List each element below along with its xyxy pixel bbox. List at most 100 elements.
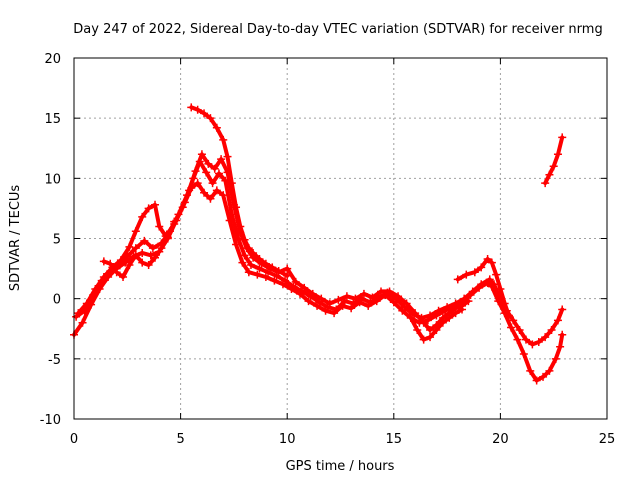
data-point-marker xyxy=(470,268,479,277)
data-point-marker xyxy=(413,325,422,334)
data-point-marker xyxy=(558,133,567,142)
data-point-marker xyxy=(151,200,160,209)
data-point-marker xyxy=(347,304,356,313)
data-point-marker xyxy=(549,162,558,171)
data-point-marker xyxy=(219,191,228,200)
x-tick-label: 0 xyxy=(70,432,78,447)
data-point-marker xyxy=(289,282,298,291)
data-point-marker xyxy=(249,248,258,257)
data-point-marker xyxy=(443,303,452,312)
y-tick-label: 20 xyxy=(44,52,61,67)
data-point-marker xyxy=(244,268,253,277)
data-point-marker xyxy=(227,179,236,188)
y-tick-label: 5 xyxy=(53,233,61,248)
data-point-marker xyxy=(131,244,140,253)
data-point-marker xyxy=(131,251,140,260)
data-point-marker xyxy=(411,309,420,318)
data-point-marker xyxy=(283,264,292,273)
data-point-marker xyxy=(521,335,530,344)
data-point-marker xyxy=(308,289,317,298)
data-point-marker xyxy=(138,212,147,221)
data-point-marker xyxy=(244,244,253,253)
data-point-marker xyxy=(394,292,403,301)
data-point-marker xyxy=(74,309,83,318)
data-point-marker xyxy=(504,311,513,320)
data-point-marker xyxy=(539,372,548,381)
data-point-marker xyxy=(125,242,134,251)
data-point-marker xyxy=(556,342,565,351)
data-point-marker xyxy=(300,283,309,292)
data-point-marker xyxy=(119,273,128,282)
data-point-marker xyxy=(291,277,300,286)
data-point-marker xyxy=(477,263,486,272)
data-point-marker xyxy=(232,203,241,212)
data-point-marker xyxy=(240,251,249,260)
data-point-marker xyxy=(558,305,567,314)
data-point-marker xyxy=(193,179,202,188)
data-point-marker xyxy=(451,309,460,318)
data-point-marker xyxy=(334,295,343,304)
data-point-marker xyxy=(513,335,522,344)
data-point-marker xyxy=(246,260,255,269)
data-point-marker xyxy=(82,299,91,308)
data-point-marker xyxy=(255,264,264,273)
data-point-marker xyxy=(377,287,386,296)
data-point-marker xyxy=(274,266,283,275)
data-point-marker xyxy=(187,103,196,112)
data-point-marker xyxy=(541,179,550,188)
data-point-marker xyxy=(217,155,226,164)
data-point-marker xyxy=(445,313,454,322)
data-point-marker xyxy=(185,186,194,195)
data-point-marker xyxy=(342,292,351,301)
data-point-marker xyxy=(219,135,228,144)
data-point-marker xyxy=(317,294,326,303)
data-point-marker xyxy=(460,294,469,303)
data-point-marker xyxy=(366,298,375,307)
data-point-marker xyxy=(214,169,223,178)
data-point-marker xyxy=(368,293,377,302)
data-point-marker xyxy=(240,235,249,244)
data-point-marker xyxy=(519,350,528,359)
series-line-track-h xyxy=(543,135,565,186)
y-tick-label: -5 xyxy=(48,353,61,368)
data-point-marker xyxy=(261,273,270,282)
data-point-marker xyxy=(197,150,206,159)
data-point-marker xyxy=(496,285,505,294)
data-point-marker xyxy=(402,299,411,308)
data-point-marker xyxy=(464,297,473,306)
data-point-marker xyxy=(426,311,435,320)
data-point-marker xyxy=(253,270,262,279)
data-point-marker xyxy=(526,366,535,375)
data-point-marker xyxy=(453,275,462,284)
data-point-marker xyxy=(541,333,550,342)
y-tick-label: -10 xyxy=(40,413,61,428)
data-point-marker xyxy=(468,287,477,296)
data-point-marker xyxy=(483,254,492,263)
data-point-marker xyxy=(359,289,368,298)
data-point-marker xyxy=(99,257,108,266)
data-point-marker xyxy=(509,316,518,325)
x-tick-label: 10 xyxy=(279,432,296,447)
y-axis-title: SDTVAR / TECUs xyxy=(8,185,23,292)
data-point-marker xyxy=(206,114,215,123)
data-point-marker xyxy=(419,318,428,327)
chart-title: Day 247 of 2022, Sidereal Day-to-day VTE… xyxy=(73,22,602,37)
data-point-marker xyxy=(144,260,153,269)
y-tick-label: 0 xyxy=(53,293,61,308)
y-tick-label: 15 xyxy=(44,112,61,127)
series-line-track-g xyxy=(455,257,511,318)
data-point-marker xyxy=(138,258,147,267)
data-point-marker xyxy=(458,305,467,314)
data-point-marker xyxy=(212,123,221,132)
data-point-marker xyxy=(281,276,290,285)
data-point-marker xyxy=(191,167,200,176)
data-point-marker xyxy=(200,188,209,197)
x-axis-title: GPS time / hours xyxy=(286,459,395,474)
data-point-marker xyxy=(238,258,247,267)
x-tick-label: 15 xyxy=(386,432,403,447)
data-point-marker xyxy=(206,194,215,203)
data-point-marker xyxy=(157,244,166,253)
x-tick-label: 25 xyxy=(599,432,616,447)
data-point-marker xyxy=(485,275,494,284)
x-tick-label: 20 xyxy=(492,432,509,447)
